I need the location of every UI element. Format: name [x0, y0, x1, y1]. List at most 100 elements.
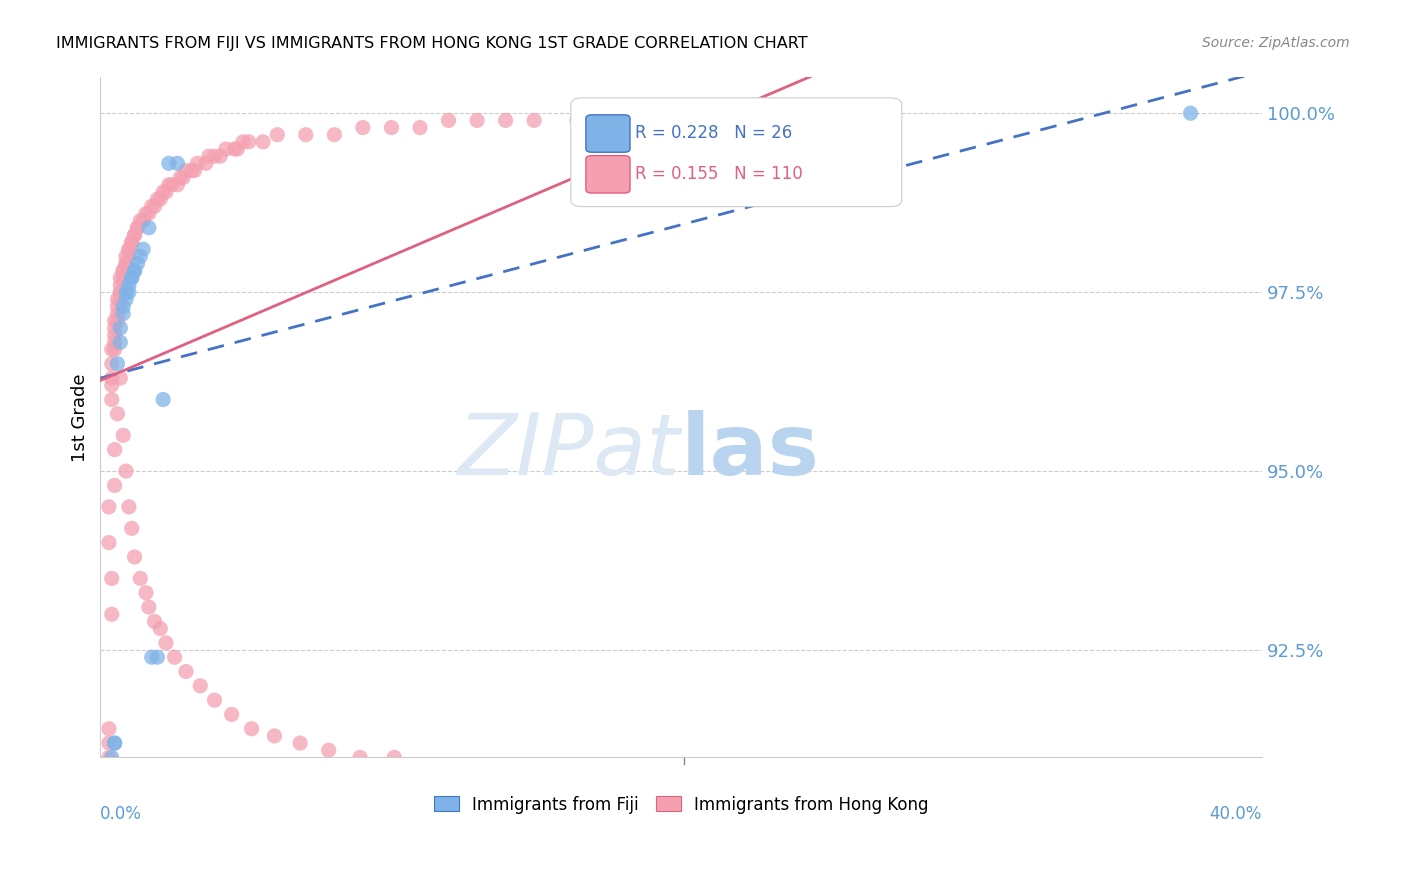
Point — [266, 128, 288, 142]
Point — [318, 743, 340, 757]
Text: 40.0%: 40.0% — [1209, 805, 1263, 823]
Point — [146, 192, 169, 206]
Point — [240, 722, 263, 736]
FancyBboxPatch shape — [571, 98, 901, 207]
Point — [135, 206, 157, 220]
Text: Source: ZipAtlas.com: Source: ZipAtlas.com — [1202, 36, 1350, 50]
Point — [166, 156, 188, 170]
Point — [437, 113, 460, 128]
Point — [382, 750, 405, 764]
Point — [107, 407, 129, 421]
Point — [160, 178, 183, 192]
Point — [172, 170, 194, 185]
Point — [138, 220, 160, 235]
Point — [121, 521, 143, 535]
Point — [115, 464, 138, 478]
Point — [118, 278, 141, 293]
Point — [110, 293, 132, 307]
Point — [609, 113, 631, 128]
Point — [295, 128, 318, 142]
Point — [104, 314, 127, 328]
Point — [183, 163, 205, 178]
Point — [104, 442, 127, 457]
Point — [104, 321, 127, 335]
Text: R = 0.228   N = 26: R = 0.228 N = 26 — [634, 124, 792, 142]
Point — [380, 120, 402, 135]
Point — [112, 307, 135, 321]
Point — [141, 650, 163, 665]
Point — [112, 270, 135, 285]
Point — [115, 293, 138, 307]
Point — [97, 736, 120, 750]
Point — [169, 170, 191, 185]
Point — [107, 314, 129, 328]
Point — [115, 256, 138, 270]
Point — [100, 750, 122, 764]
Text: ZIPat: ZIPat — [458, 410, 681, 493]
Point — [127, 256, 149, 270]
Point — [127, 220, 149, 235]
Point — [174, 665, 197, 679]
Point — [174, 163, 197, 178]
Point — [224, 142, 246, 156]
Point — [194, 156, 217, 170]
Point — [349, 750, 371, 764]
Point — [129, 572, 152, 586]
Legend: Immigrants from Fiji, Immigrants from Hong Kong: Immigrants from Fiji, Immigrants from Ho… — [434, 796, 928, 814]
Point — [100, 607, 122, 622]
Point — [112, 263, 135, 277]
Point — [107, 300, 129, 314]
Point — [352, 120, 374, 135]
Point — [141, 199, 163, 213]
Point — [127, 220, 149, 235]
Point — [138, 600, 160, 615]
Point — [121, 270, 143, 285]
Point — [132, 242, 155, 256]
Point — [104, 343, 127, 357]
Point — [100, 371, 122, 385]
Point — [198, 149, 221, 163]
Point — [129, 249, 152, 263]
Point — [110, 285, 132, 300]
Point — [124, 227, 146, 242]
Point — [226, 142, 249, 156]
Point — [221, 707, 243, 722]
Point — [107, 293, 129, 307]
Point — [204, 149, 226, 163]
Point — [97, 750, 120, 764]
Point — [124, 263, 146, 277]
Point — [121, 235, 143, 249]
Point — [115, 285, 138, 300]
Point — [112, 300, 135, 314]
Point — [723, 106, 745, 120]
Point — [100, 572, 122, 586]
Point — [115, 249, 138, 263]
Text: R = 0.155   N = 110: R = 0.155 N = 110 — [634, 165, 803, 183]
Point — [149, 622, 172, 636]
Point — [110, 371, 132, 385]
Point — [97, 535, 120, 549]
Point — [97, 500, 120, 514]
Point — [124, 227, 146, 242]
Point — [157, 156, 180, 170]
Point — [118, 242, 141, 256]
Point — [186, 156, 208, 170]
Point — [135, 586, 157, 600]
Point — [323, 128, 346, 142]
Point — [100, 357, 122, 371]
Point — [157, 178, 180, 192]
Point — [118, 500, 141, 514]
Point — [104, 335, 127, 350]
Y-axis label: 1st Grade: 1st Grade — [72, 373, 89, 462]
Point — [465, 113, 488, 128]
Point — [215, 142, 238, 156]
Point — [104, 736, 127, 750]
Point — [180, 163, 202, 178]
FancyBboxPatch shape — [586, 115, 630, 153]
Point — [146, 650, 169, 665]
Point — [152, 185, 174, 199]
Point — [115, 256, 138, 270]
Point — [104, 478, 127, 492]
Point — [152, 392, 174, 407]
Point — [143, 199, 166, 213]
